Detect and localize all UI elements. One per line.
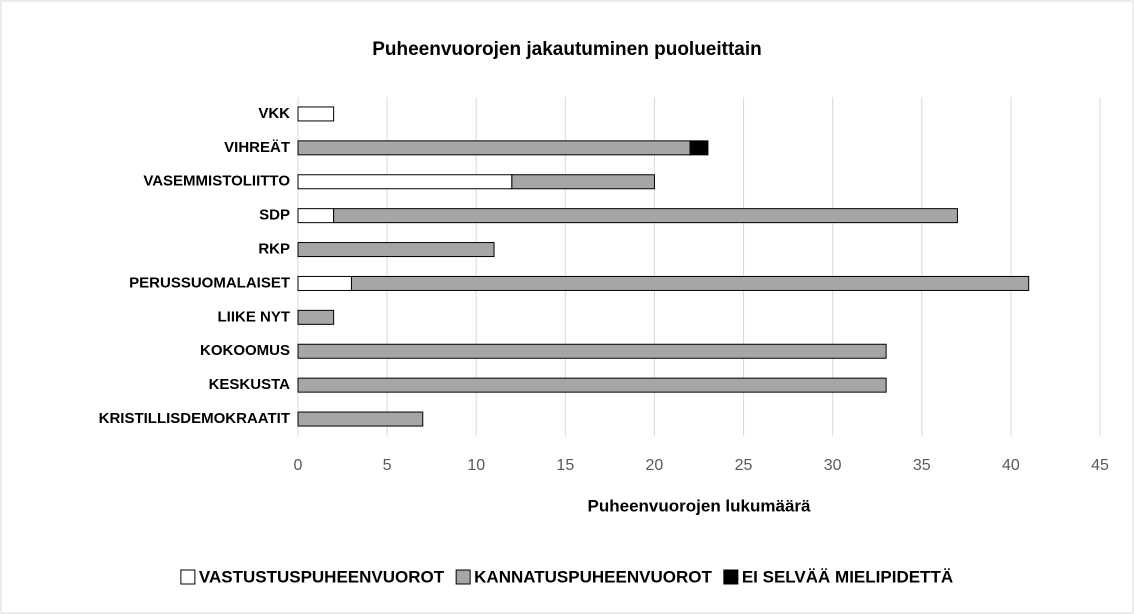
x-tick-label: 5 [383,457,392,474]
bar-segment [297,343,887,359]
legend-label: KANNATUSPUHEENVUOROT [474,567,712,586]
bar-segment [333,208,958,224]
x-axis-title: Puheenvuorojen lukumäärä [588,496,811,515]
y-tick-label: VIHREÄT [224,139,290,156]
bar-segment [689,140,709,156]
bar-segment [297,242,495,258]
chart-title: Puheenvuorojen jakautuminen puolueittain [372,39,762,60]
x-tick-label: 15 [556,457,574,474]
x-tick-label: 20 [646,457,664,474]
bar-segment [350,275,1030,291]
bar-segment [297,208,335,224]
y-tick-label: LIIKE NYT [217,308,290,325]
y-tick-label: SDP [259,207,290,224]
x-tick-label: 30 [824,457,842,474]
legend-swatch [180,569,196,585]
bar-segment [297,275,352,291]
bar-segment [297,140,691,156]
x-tick-label: 10 [467,457,485,474]
y-tick-label: VASEMMISTOLIITTO [143,173,290,190]
x-tick-label: 0 [294,457,303,474]
legend-swatch [455,569,471,585]
bar-segment [297,377,887,393]
legend-swatch [723,569,739,585]
x-tick-label: 40 [1002,457,1020,474]
bar-segment [297,411,424,427]
y-tick-label: PERUSSUOMALAISET [129,274,290,291]
legend-label: VASTUSTUSPUHEENVUOROT [199,567,445,586]
y-tick-label: RKP [258,241,290,258]
y-tick-label: KOKOOMUS [200,342,290,359]
y-tick-label: KRISTILLISDEMOKRAATIT [99,410,290,427]
bar-segment [297,174,513,190]
y-tick-label: KESKUSTA [209,376,291,393]
y-tick-label: VKK [258,105,290,122]
x-tick-label: 25 [735,457,753,474]
x-tick-label: 35 [913,457,931,474]
x-tick-label: 45 [1091,457,1109,474]
legend-label: EI SELVÄÄ MIELIPIDETTÄ [742,567,953,586]
bar-segment [297,106,335,122]
bar-segment [511,174,655,190]
bar-segment [297,309,335,325]
